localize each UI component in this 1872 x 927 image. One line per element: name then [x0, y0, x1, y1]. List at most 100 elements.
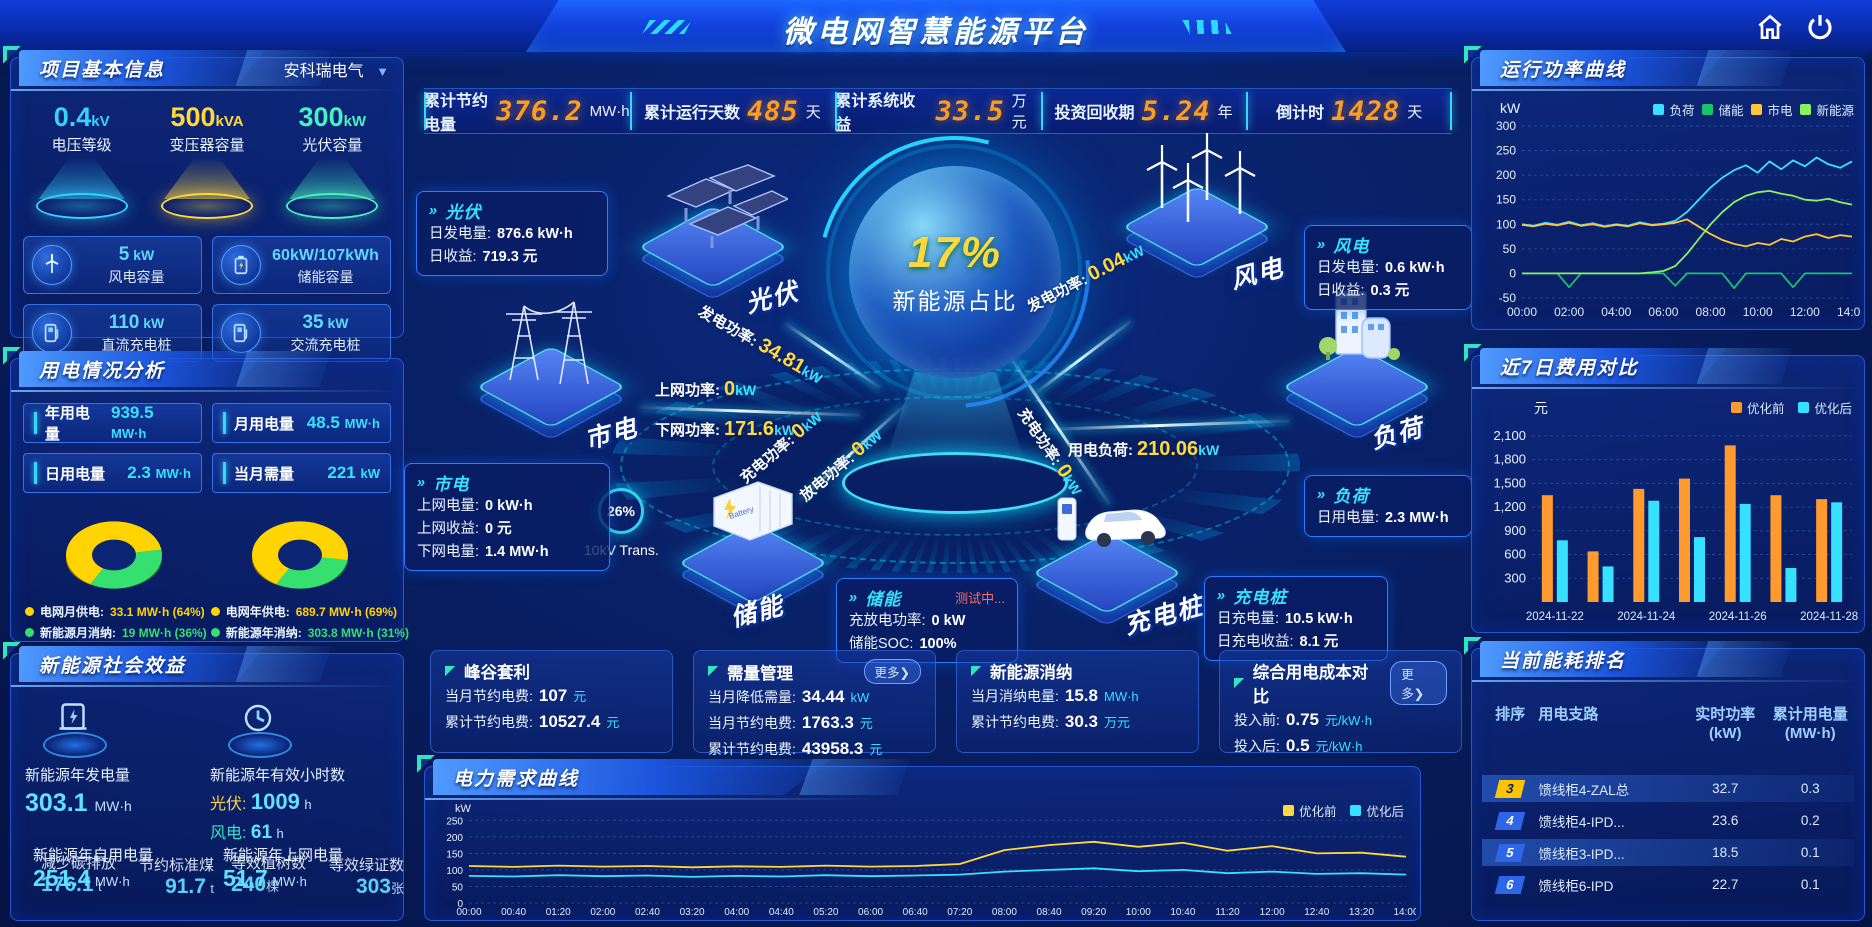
svg-text:12:40: 12:40 [1304, 907, 1329, 918]
legend-item-优化后[interactable]: 优化后 [1350, 801, 1404, 820]
svg-text:09:20: 09:20 [1081, 907, 1106, 918]
grid-import-flow-label: 下网功率: 171.6kW [655, 418, 796, 440]
svg-text:900: 900 [1504, 523, 1526, 538]
ranking-column-header: 实时功率 (kW) [1695, 706, 1756, 742]
y-axis-unit: kW [455, 803, 471, 815]
ranking-table-body: 3 馈线柜4-ZAL总 32.7 0.3 4 馈线柜4-IPD... 23.6 0.2 5 馈线柜… [1482, 775, 1854, 897]
charger-icon [221, 313, 261, 353]
kv-row: 累计节约电费: 43958.3 元 [708, 739, 883, 758]
ev-charger-icon [1057, 497, 1166, 547]
benefit-label: 新能源年有效小时数 [210, 767, 346, 784]
month-supply-donut-chart [66, 521, 162, 589]
power-icon[interactable] [1804, 11, 1836, 43]
svg-text:01:20: 01:20 [546, 907, 571, 918]
island-load[interactable]: 负荷 [1282, 291, 1432, 456]
card-renewable-consumption: 新能源消纳 当月消纳电量: 15.8 MW·h 累计节约电费: 30.3 万元 [956, 650, 1199, 753]
island-storage[interactable]: Battery 储能 [678, 472, 828, 632]
legend-item-市电[interactable]: 市电 [1751, 100, 1792, 119]
panel-header: 当前能耗排名 [1464, 637, 1864, 682]
platform-outer-ring [620, 368, 1290, 564]
project-selector-dropdown[interactable]: 安科瑞电气 ▼ [284, 57, 389, 81]
svg-text:2024-11-22: 2024-11-22 [1526, 611, 1584, 623]
panel-title: 项目基本信息 [39, 60, 166, 81]
svg-text:00:00: 00:00 [1507, 305, 1537, 319]
kv-row: 投入后: 0.5 元/kW·h [1234, 736, 1363, 755]
charger-icon [32, 313, 72, 353]
home-icon[interactable] [1754, 11, 1786, 43]
sphere-ring-base [826, 144, 1082, 400]
legend-item: 电网月供电: 33.1 MW·h (64%) [25, 603, 207, 620]
card-demand-management: 需量管理 更多❯ 当月降低需量: 34.44 kW 当月节约电费: 1763.3 元累计节… [693, 650, 936, 758]
svg-text:300: 300 [1496, 120, 1516, 133]
island-grid[interactable]: 市电 [468, 298, 641, 458]
arrow-icon: » [1315, 236, 1328, 253]
svg-text:12:00: 12:00 [1260, 907, 1285, 918]
page-title: 微电网智慧能源平台 [783, 16, 1089, 49]
svg-text:0: 0 [457, 899, 463, 910]
svg-text:2024-11-24: 2024-11-24 [1617, 611, 1676, 623]
cost-compare-legend[interactable]: 优化前 优化后 [1730, 398, 1852, 417]
usage-stat-box: 当月需量 221 kW [212, 453, 391, 493]
island-wind-label: 风电 [1227, 253, 1288, 295]
ranking-table-row: 3 馈线柜4-ZAL总 32.7 0.3 [1482, 775, 1854, 802]
title-left-decoration-icon [642, 20, 692, 34]
kpi-stat: 投资回收期 5.24 年 [1040, 89, 1247, 133]
demand-curve-legend[interactable]: 优化前 优化后 [1282, 801, 1404, 820]
svg-text:-50: -50 [1499, 291, 1517, 305]
legend-item-优化后[interactable]: 优化后 [1798, 398, 1852, 417]
benefit-columns: 新能源年发电量 303.1 MW·h 新能源年有效小时数 光伏: 1009 h … [25, 700, 395, 844]
card-peak-valley-arbitrage: 峰谷套利 当月节约电费: 107 元累计节约电费: 10527.4 元 [430, 650, 673, 753]
svg-text:50: 50 [1503, 242, 1517, 256]
arrow-icon: » [415, 474, 428, 491]
arrow-icon: » [1215, 587, 1228, 604]
svg-text:50: 50 [452, 882, 464, 893]
panel-cost-compare: 近7日费用对比 元 优化前 优化后 2,100 1,800 1,500 1,200 900… [1464, 344, 1865, 633]
svg-text:00:40: 00:40 [501, 907, 526, 918]
svg-text:12:00: 12:00 [1790, 305, 1820, 319]
island-charger[interactable]: 充电桩 [1018, 492, 1207, 640]
svg-text:10:00: 10:00 [1126, 907, 1151, 918]
legend-item-优化前[interactable]: 优化前 [1282, 801, 1336, 820]
pv-hours-label: 光伏: [210, 796, 247, 813]
title-right-decoration-icon [1182, 20, 1232, 34]
more-button[interactable]: 更多❯ [1390, 661, 1447, 705]
more-button[interactable]: 更多❯ [863, 659, 921, 684]
sphere-beam-glow [882, 372, 1028, 472]
island-pv[interactable]: 光伏 [630, 164, 802, 320]
panel-energy-ranking: 当前能耗排名 排序 用电支路 实时功率 (kW) 累计用电量 (MW·h) 3 馈线柜4-Z… [1464, 637, 1865, 921]
power-curve-legend[interactable]: 负荷 储能 市电 新能源 [1653, 100, 1854, 119]
panel-corner-icon [3, 642, 23, 660]
panel-corner-icon [1464, 637, 1484, 655]
benefit-export: 新能源年上网电量 51.7 MW·h [223, 847, 344, 891]
y-axis-unit: 元 [1534, 400, 1548, 416]
info-title: 储能 [865, 590, 902, 609]
panel-project-info: 项目基本信息 安科瑞电气 ▼ 0.4kV 电压等级 500kVA 变压器容量 300kW… [3, 46, 404, 362]
svg-text:200: 200 [446, 833, 463, 844]
svg-text:150: 150 [446, 849, 463, 860]
platform-rays [610, 358, 1300, 573]
kv-row: 日充电收益: 8.1 元 [1217, 634, 1339, 650]
kv-row: 当月节约电费: 107 元 [445, 686, 587, 705]
svg-text:Battery: Battery [728, 505, 755, 521]
panel-title: 近7日费用对比 [1500, 358, 1639, 379]
capacity-box: 5 kW 风电容量 [23, 236, 202, 294]
kv-row: 投入前: 0.75 元/kW·h [1234, 710, 1372, 729]
panel-corner-icon [417, 755, 437, 773]
kv-row: 日用电量: 2.3 MW·h [1317, 510, 1449, 526]
legend-item-新能源[interactable]: 新能源 [1800, 100, 1854, 119]
svg-text:1,800: 1,800 [1493, 452, 1526, 467]
arrow-icon: » [427, 202, 440, 219]
load-power-flow-label: 用电负荷: 210.06kW [1068, 438, 1220, 460]
kv-row: 储能SOC: 100% [849, 636, 957, 652]
legend-item-负荷[interactable]: 负荷 [1653, 100, 1694, 119]
platform-rays-cover [610, 358, 1300, 573]
legend-item-储能[interactable]: 储能 [1702, 100, 1743, 119]
svg-text:2024-11-26: 2024-11-26 [1709, 611, 1767, 623]
legend-item-优化前[interactable]: 优化前 [1730, 398, 1784, 417]
renewable-share-label: 新能源占比 [892, 288, 1018, 314]
island-wind[interactable]: 风电 [1118, 133, 1287, 298]
panel-header: 项目基本信息 安科瑞电气 ▼ [3, 46, 403, 91]
legend-item: 电网年供电: 689.7 MW·h (69%) [210, 603, 409, 620]
wind-icon [32, 245, 72, 285]
info-title: 充电桩 [1233, 588, 1288, 607]
